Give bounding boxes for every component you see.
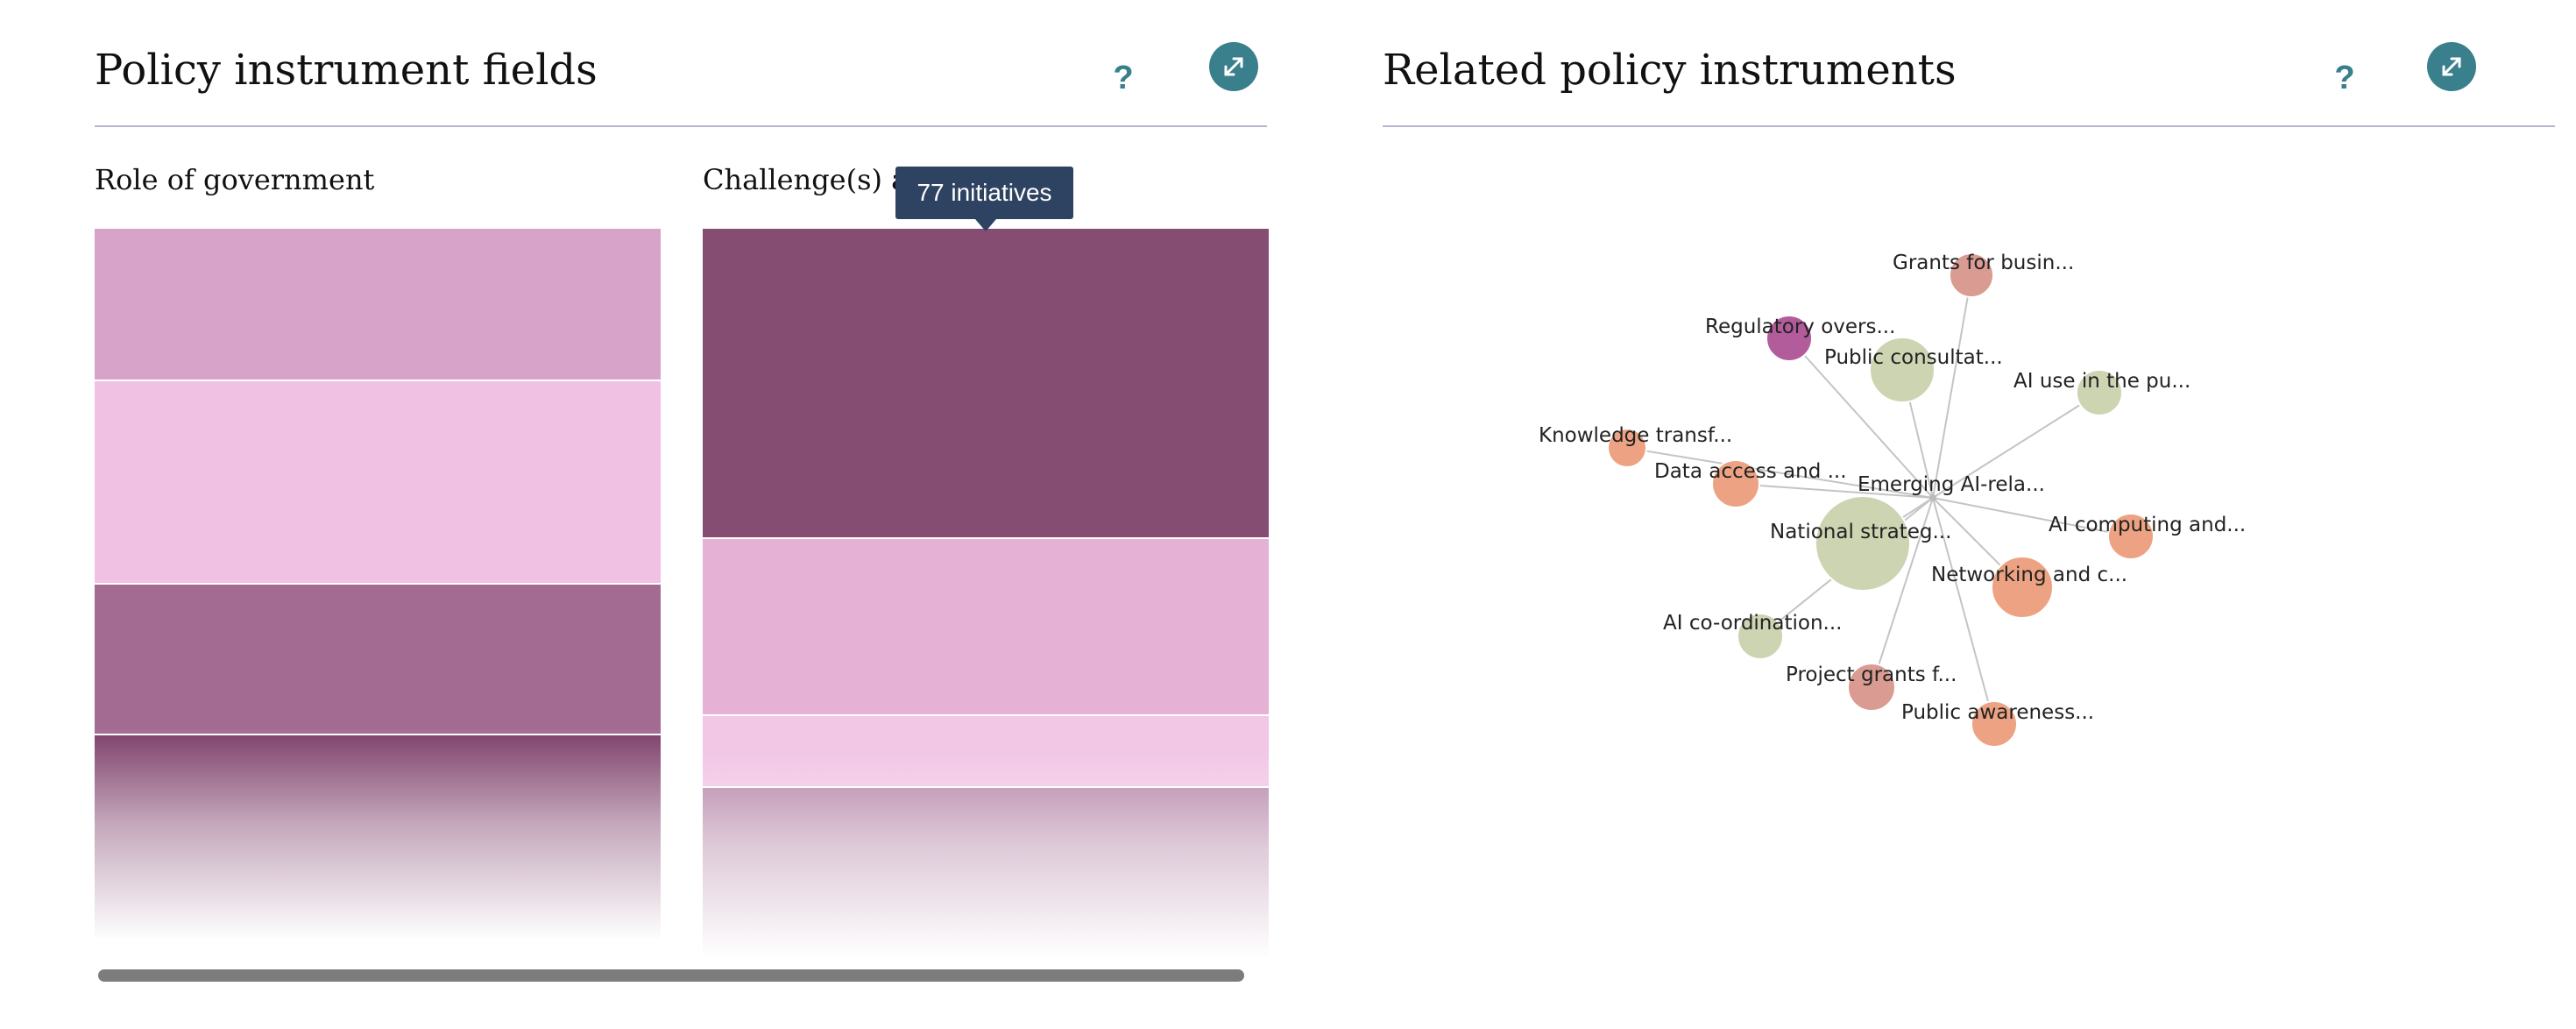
network-node-label[interactable]: AI co-ordination...: [1663, 612, 1842, 635]
panel-title: Related policy instruments: [1383, 46, 1957, 95]
expand-arrows-icon[interactable]: [1209, 42, 1258, 91]
network-node-circle[interactable]: [1815, 495, 1911, 592]
title-divider: [95, 125, 1267, 127]
help-button[interactable]: ?: [1113, 60, 1134, 96]
policy-instrument-fields-panel: Policy instrument fields ? Role of gover…: [95, 42, 1269, 982]
treemap-segment[interactable]: [95, 381, 661, 583]
network-node[interactable]: Networking and c...: [1931, 556, 2127, 619]
panel-title: Policy instrument fields: [95, 46, 598, 95]
network-node[interactable]: AI use in the pu...: [2013, 369, 2190, 416]
network-node-circle[interactable]: [2076, 369, 2123, 416]
network-node-circle[interactable]: [1971, 700, 2018, 748]
network-edge: [1932, 497, 2132, 537]
network-node-label[interactable]: Grants for busin...: [1893, 252, 2074, 274]
network-node-circle[interactable]: [2107, 513, 2155, 560]
network-node-label[interactable]: Public consultat...: [1824, 346, 2003, 369]
network-edge: [1932, 392, 2100, 499]
network-node-label[interactable]: Regulatory overs...: [1705, 316, 1895, 338]
network-node[interactable]: Public awareness...: [1901, 700, 2094, 748]
network-center-circle[interactable]: [1929, 494, 1936, 501]
network-node-label[interactable]: AI use in the pu...: [2013, 370, 2190, 393]
network-node[interactable]: Data access and ...: [1654, 459, 1847, 508]
network-edge: [1871, 497, 1934, 688]
treemap-segment[interactable]: [95, 735, 661, 939]
network-node-label[interactable]: Public awareness...: [1901, 701, 2094, 724]
role-of-government-stack: [95, 229, 661, 940]
help-button[interactable]: ?: [2334, 60, 2355, 96]
horizontal-scrollbar[interactable]: [98, 969, 1244, 982]
network-node-label[interactable]: Data access and ...: [1654, 460, 1847, 483]
challenges-addressed-stack: [703, 229, 1269, 958]
network-node[interactable]: AI co-ordination...: [1663, 612, 1842, 660]
network-node-circle[interactable]: [1711, 459, 1760, 508]
treemap-segment[interactable]: [703, 716, 1269, 786]
related-instruments-network: Grants for busin... Regulatory overs... Pu…: [1539, 252, 2246, 748]
expand-arrows-icon[interactable]: [2427, 42, 2476, 91]
network-node-circle[interactable]: [1869, 337, 1936, 403]
network-edge: [1788, 337, 1934, 499]
network-node-label[interactable]: Knowledge transf...: [1539, 424, 1732, 447]
network-node-label[interactable]: AI computing and...: [2049, 514, 2246, 536]
treemap-segment[interactable]: [703, 788, 1269, 956]
related-policy-instruments-panel: Related policy instruments ? Grants for …: [1288, 0, 2576, 1029]
network-center-node[interactable]: Emerging AI-rela...: [1858, 473, 2045, 501]
network-node-circle[interactable]: [1766, 315, 1813, 362]
network-node[interactable]: Regulatory overs...: [1705, 315, 1895, 362]
network-center-label[interactable]: Emerging AI-rela...: [1858, 473, 2045, 496]
hover-tooltip: 77 initiatives: [895, 167, 1073, 231]
network-node[interactable]: Public consultat...: [1824, 337, 2003, 403]
network-node-circle[interactable]: [1847, 663, 1896, 712]
title-divider: [1383, 125, 2555, 127]
network-node[interactable]: Project grants f...: [1786, 663, 1957, 712]
network-edge: [1626, 447, 1934, 499]
network-node-circle[interactable]: [1607, 428, 1647, 468]
network-node[interactable]: AI computing and...: [2049, 513, 2246, 560]
network-node[interactable]: National strateg...: [1770, 495, 1951, 592]
treemap-segment[interactable]: [703, 539, 1269, 714]
treemap-segment[interactable]: [95, 229, 661, 380]
treemap-segment[interactable]: [95, 585, 661, 734]
network-edge: [1735, 483, 1934, 499]
network-node[interactable]: Knowledge transf...: [1539, 424, 1732, 468]
network-edge: [1932, 274, 1972, 499]
column-title-role-of-government: Role of government: [95, 163, 375, 196]
network-node-circle[interactable]: [1949, 252, 1994, 298]
network-node[interactable]: Grants for busin...: [1893, 252, 2074, 298]
network-node-circle[interactable]: [1737, 613, 1784, 660]
network-edge: [1932, 497, 1995, 725]
network-node-label[interactable]: National strateg...: [1770, 521, 1951, 543]
network-node-circle[interactable]: [1991, 556, 2054, 619]
network-node-label[interactable]: Networking and c...: [1931, 564, 2127, 586]
treemap-segment[interactable]: [703, 229, 1269, 537]
network-node-label[interactable]: Project grants f...: [1786, 664, 1957, 686]
